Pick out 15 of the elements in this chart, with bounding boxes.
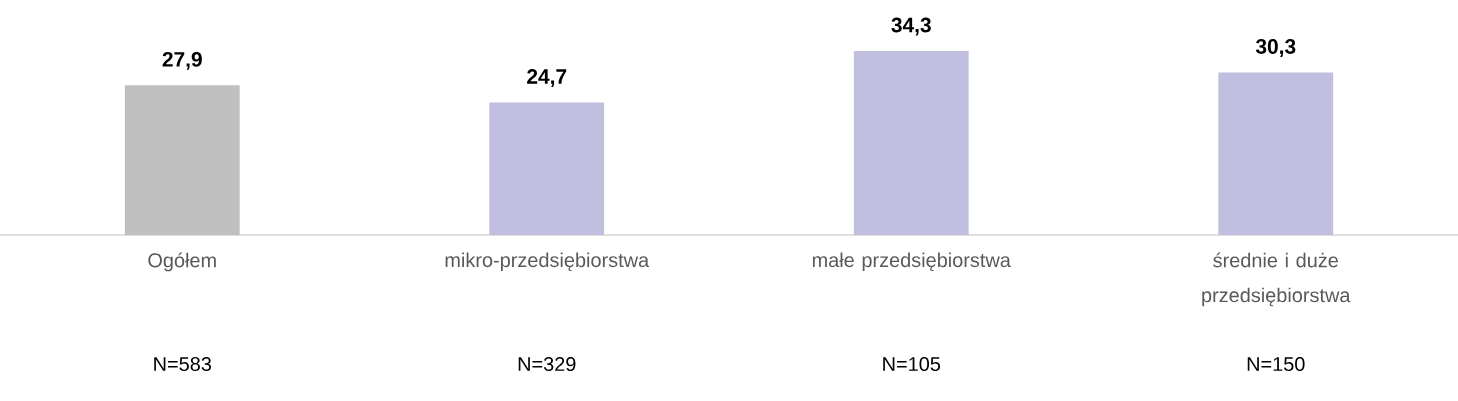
- text: N=150: [1247, 356, 1305, 372]
- text: N=105: [883, 356, 941, 372]
- bar: [853, 50, 969, 235]
- text: N=583: [154, 356, 212, 372]
- data-label: 30,3: [1255, 39, 1296, 57]
- data-label: 24,7: [527, 69, 567, 87]
- data-label: 27,9: [162, 51, 202, 70]
- x-tick-label: małe przedsiębiorstwa: [812, 252, 1011, 272]
- text: N=329: [518, 356, 576, 372]
- data-label: 34,3: [891, 17, 931, 36]
- bar: [1218, 72, 1334, 235]
- x-tick-label: Ogółem: [148, 252, 216, 272]
- x-tick-label: mikro-przedsiębiorstwa: [445, 252, 650, 272]
- bar: [489, 102, 605, 235]
- x-tick-label: średnie i duże przedsiębiorstwa: [1202, 252, 1351, 307]
